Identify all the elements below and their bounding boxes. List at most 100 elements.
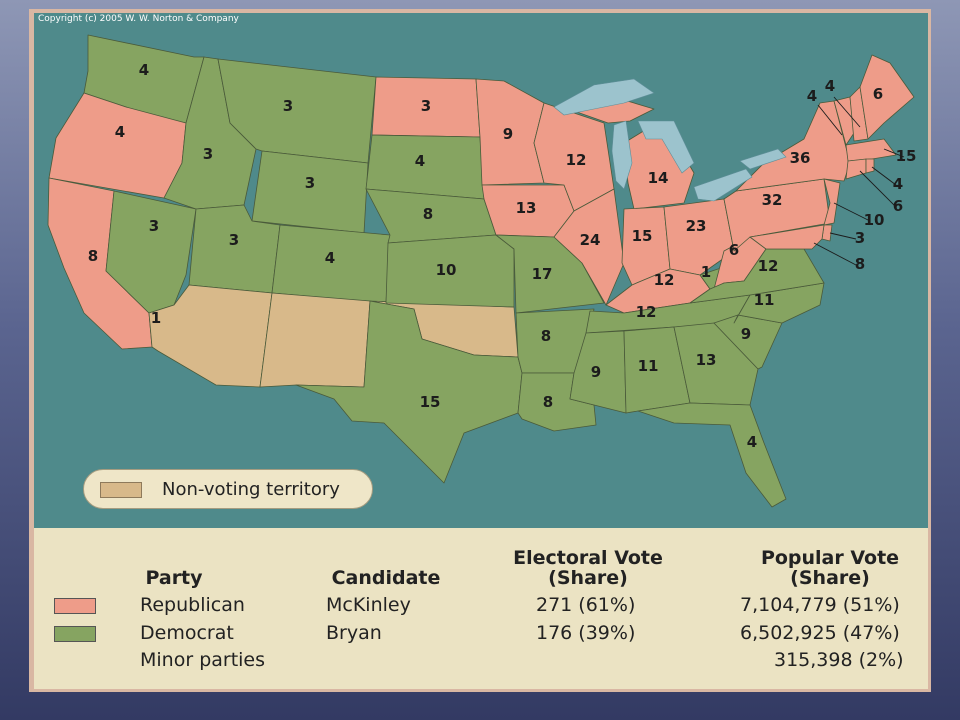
state-kansas — [385, 234, 515, 308]
leader-line — [833, 202, 871, 222]
electoral-vote-label: 4 — [139, 61, 149, 79]
electoral-vote-label: 15 — [420, 393, 441, 411]
state-maine — [859, 54, 915, 140]
electoral-vote-label: 6 — [893, 197, 903, 215]
header-electoral-line1: Electoral Vote — [513, 547, 663, 569]
header-party: Party — [145, 567, 203, 589]
electoral-vote-label: 10 — [436, 261, 457, 279]
non-voting-label: Non-voting territory — [162, 479, 340, 500]
copyright-notice: Copyright (c) 2005 W. W. Norton & Compan… — [38, 14, 239, 24]
map-legend-box: Non-voting territory — [83, 469, 373, 509]
header-popular-line2: (Share) — [790, 567, 870, 589]
state-wyoming — [251, 150, 369, 234]
electoral-vote-label: 11 — [754, 291, 775, 309]
row-electoral-democrat: 176 (39%) — [536, 622, 636, 644]
electoral-vote-label: 9 — [591, 363, 601, 381]
electoral-vote-label: 3 — [203, 145, 213, 163]
electoral-vote-label: 3 — [855, 229, 865, 247]
electoral-vote-label: 4 — [115, 123, 125, 141]
electoral-vote-label: 17 — [532, 265, 553, 283]
electoral-vote-label: 15 — [632, 227, 653, 245]
state-new-york — [735, 100, 851, 192]
state-idaho — [163, 56, 257, 210]
row-candidate-bryan: Bryan — [326, 622, 382, 644]
electoral-vote-label: 9 — [503, 125, 513, 143]
electoral-vote-label: 10 — [864, 211, 885, 229]
header-electoral-line2: (Share) — [548, 567, 628, 589]
state-florida — [637, 402, 787, 508]
electoral-vote-label: 3 — [229, 231, 239, 249]
state-south-carolina — [713, 314, 783, 370]
lake-erie — [693, 168, 753, 202]
electoral-vote-label: 13 — [696, 351, 717, 369]
state-maryland — [749, 224, 825, 250]
electoral-vote-label: 12 — [758, 257, 779, 275]
electoral-vote-label: 6 — [729, 241, 739, 259]
row-candidate-mckinley: McKinley — [326, 594, 411, 616]
lake-michigan — [611, 120, 633, 190]
row-popular-republican: 7,104,779 (51%) — [740, 594, 900, 616]
electoral-vote-label: 36 — [790, 149, 811, 167]
electoral-vote-label: 3 — [149, 217, 159, 235]
state-massachusetts — [845, 138, 897, 162]
lake-superior — [553, 78, 655, 116]
electoral-vote-label: 4 — [807, 87, 817, 105]
election-map: 4 4 8 3 3 3 3 3 4 3 4 8 10 15 9 13 17 8 8 12 24 14 15 23 12 12 9 11… — [34, 13, 928, 528]
header-candidate: Candidate — [331, 567, 441, 589]
electoral-vote-label: 23 — [686, 217, 707, 235]
electoral-vote-label: 11 — [638, 357, 659, 375]
electoral-vote-label: 9 — [741, 325, 751, 343]
electoral-vote-label: 4 — [325, 249, 335, 267]
state-rhode-island — [865, 158, 875, 174]
electoral-vote-label: 8 — [541, 327, 551, 345]
leader-line — [817, 104, 843, 136]
row-party-democrat: Democrat — [140, 622, 234, 644]
electoral-vote-label: 8 — [423, 205, 433, 223]
electoral-vote-label: 8 — [543, 393, 553, 411]
democrat-swatch — [54, 626, 96, 642]
leader-line — [871, 166, 897, 186]
lake-huron — [637, 120, 695, 174]
electoral-vote-label: 32 — [762, 191, 783, 209]
electoral-vote-label: 3 — [283, 97, 293, 115]
row-party-minor: Minor parties — [140, 649, 266, 671]
row-popular-democrat: 6,502,925 (47%) — [740, 622, 900, 644]
row-party-republican: Republican — [140, 594, 245, 616]
electoral-vote-label: 4 — [825, 77, 835, 95]
electoral-vote-label: 4 — [893, 175, 903, 193]
state-texas — [295, 300, 523, 484]
state-connecticut — [845, 158, 867, 180]
leader-line — [813, 242, 857, 266]
electoral-vote-label: 4 — [415, 152, 425, 170]
republican-swatch — [54, 598, 96, 614]
electoral-vote-label: 6 — [873, 85, 883, 103]
electoral-vote-label: 8 — [88, 247, 98, 265]
electoral-vote-label: 1 — [151, 309, 161, 327]
state-new-mexico — [259, 292, 371, 388]
electoral-vote-label: 13 — [516, 199, 537, 217]
electoral-vote-label: 12 — [654, 271, 675, 289]
electoral-vote-label: 12 — [566, 151, 587, 169]
electoral-vote-label: 8 — [855, 255, 865, 273]
lake-ontario — [739, 148, 787, 170]
leader-line — [833, 96, 861, 128]
electoral-vote-label: 14 — [648, 169, 669, 187]
electoral-vote-label: 3 — [421, 97, 431, 115]
state-georgia — [673, 322, 759, 406]
row-popular-minor: 315,398 (2%) — [774, 649, 904, 671]
electoral-vote-label: 1 — [701, 263, 711, 281]
header-popular-line1: Popular Vote — [760, 547, 900, 569]
electoral-vote-label: 12 — [636, 303, 657, 321]
leader-line — [883, 148, 905, 158]
electoral-vote-label: 24 — [580, 231, 601, 249]
electoral-vote-label: 15 — [896, 147, 917, 165]
electoral-vote-label: 3 — [305, 174, 315, 192]
row-electoral-republican: 271 (61%) — [536, 594, 636, 616]
non-voting-swatch — [100, 482, 142, 498]
state-new-jersey — [823, 178, 841, 226]
results-table: Party Candidate Electoral Vote (Share) P… — [34, 528, 928, 689]
electoral-vote-label: 4 — [747, 433, 757, 451]
leader-line — [829, 232, 857, 240]
leader-line — [859, 170, 897, 208]
